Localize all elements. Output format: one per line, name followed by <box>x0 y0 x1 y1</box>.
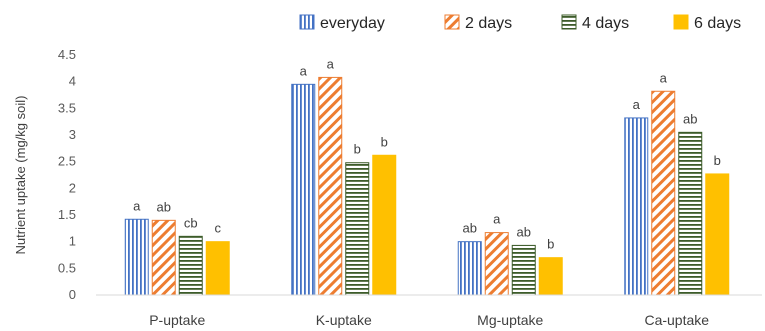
bar-diagonal-stripes <box>651 90 676 296</box>
bar-diagonal-stripes <box>151 219 176 296</box>
significance-label: a <box>633 97 641 112</box>
x-tick-label: P-uptake <box>149 312 205 328</box>
significance-label: b <box>547 237 554 252</box>
significance-label: ab <box>157 199 171 214</box>
legend-swatch-solid <box>673 14 689 30</box>
legend-swatch-horizontal-stripes <box>561 14 577 30</box>
bar-solid <box>205 241 230 296</box>
x-tick-label: Ca-uptake <box>644 312 709 328</box>
legend-label: 4 days <box>582 15 629 32</box>
y-tick-label: 4 <box>69 74 76 89</box>
y-tick-label: 2.5 <box>58 154 76 169</box>
bar-solid <box>705 173 730 296</box>
y-axis-label: Nutrient uptake (mg/kg soil) <box>13 96 28 255</box>
bar-horizontal-stripes <box>178 235 203 296</box>
significance-label: a <box>327 56 335 71</box>
significance-label: a <box>660 70 668 85</box>
legend-label: 2 days <box>465 15 512 32</box>
y-tick-label: 1.5 <box>58 207 76 222</box>
y-tick-label: 3.5 <box>58 100 76 115</box>
legend-label: everyday <box>320 15 385 32</box>
significance-label: b <box>714 153 721 168</box>
significance-label: c <box>215 221 222 236</box>
significance-label: b <box>354 142 361 157</box>
significance-label: a <box>133 198 141 213</box>
significance-label: b <box>381 134 388 149</box>
legend-swatch-vertical-stripes <box>299 14 315 30</box>
y-tick-label: 0 <box>69 287 76 302</box>
bar-vertical-stripes <box>457 241 482 296</box>
bar-diagonal-stripes <box>318 76 343 296</box>
bar-horizontal-stripes <box>511 244 536 296</box>
legend-label: 6 days <box>694 15 741 32</box>
x-tick-label: K-uptake <box>316 312 372 328</box>
legend: everyday 2 days 4 days 6 days <box>299 14 741 32</box>
significance-label: a <box>493 212 501 227</box>
significance-label: ab <box>463 221 477 236</box>
y-tick-label: 3 <box>69 127 76 142</box>
bar-diagonal-stripes <box>484 232 509 296</box>
significance-label: a <box>300 63 308 78</box>
legend-swatch-diagonal-stripes <box>444 14 460 30</box>
y-tick-label: 0.5 <box>58 260 76 275</box>
y-axis: 0 0.5 1 1.5 2 2.5 3 3.5 4 4.5 Nutrient uptake (mg/… <box>13 47 76 302</box>
bar-horizontal-stripes <box>345 162 370 296</box>
bar-vertical-stripes <box>291 83 316 296</box>
significance-label: ab <box>517 224 531 239</box>
significance-label: ab <box>683 111 697 126</box>
bar-vertical-stripes <box>124 218 149 296</box>
significance-label: cb <box>184 215 198 230</box>
x-tick-label: Mg-uptake <box>477 312 543 328</box>
bar-solid <box>538 257 563 296</box>
y-tick-label: 4.5 <box>58 47 76 62</box>
y-tick-label: 1 <box>69 234 76 249</box>
y-tick-label: 2 <box>69 180 76 195</box>
bar-horizontal-stripes <box>678 131 703 296</box>
bar-vertical-stripes <box>624 117 649 296</box>
bar-solid <box>372 154 397 296</box>
